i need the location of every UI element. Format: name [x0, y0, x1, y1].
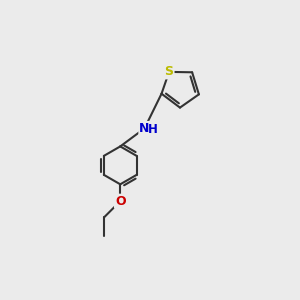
Text: N: N	[139, 122, 150, 135]
Text: S: S	[165, 65, 174, 78]
Text: O: O	[115, 195, 126, 208]
Text: H: H	[148, 123, 158, 136]
